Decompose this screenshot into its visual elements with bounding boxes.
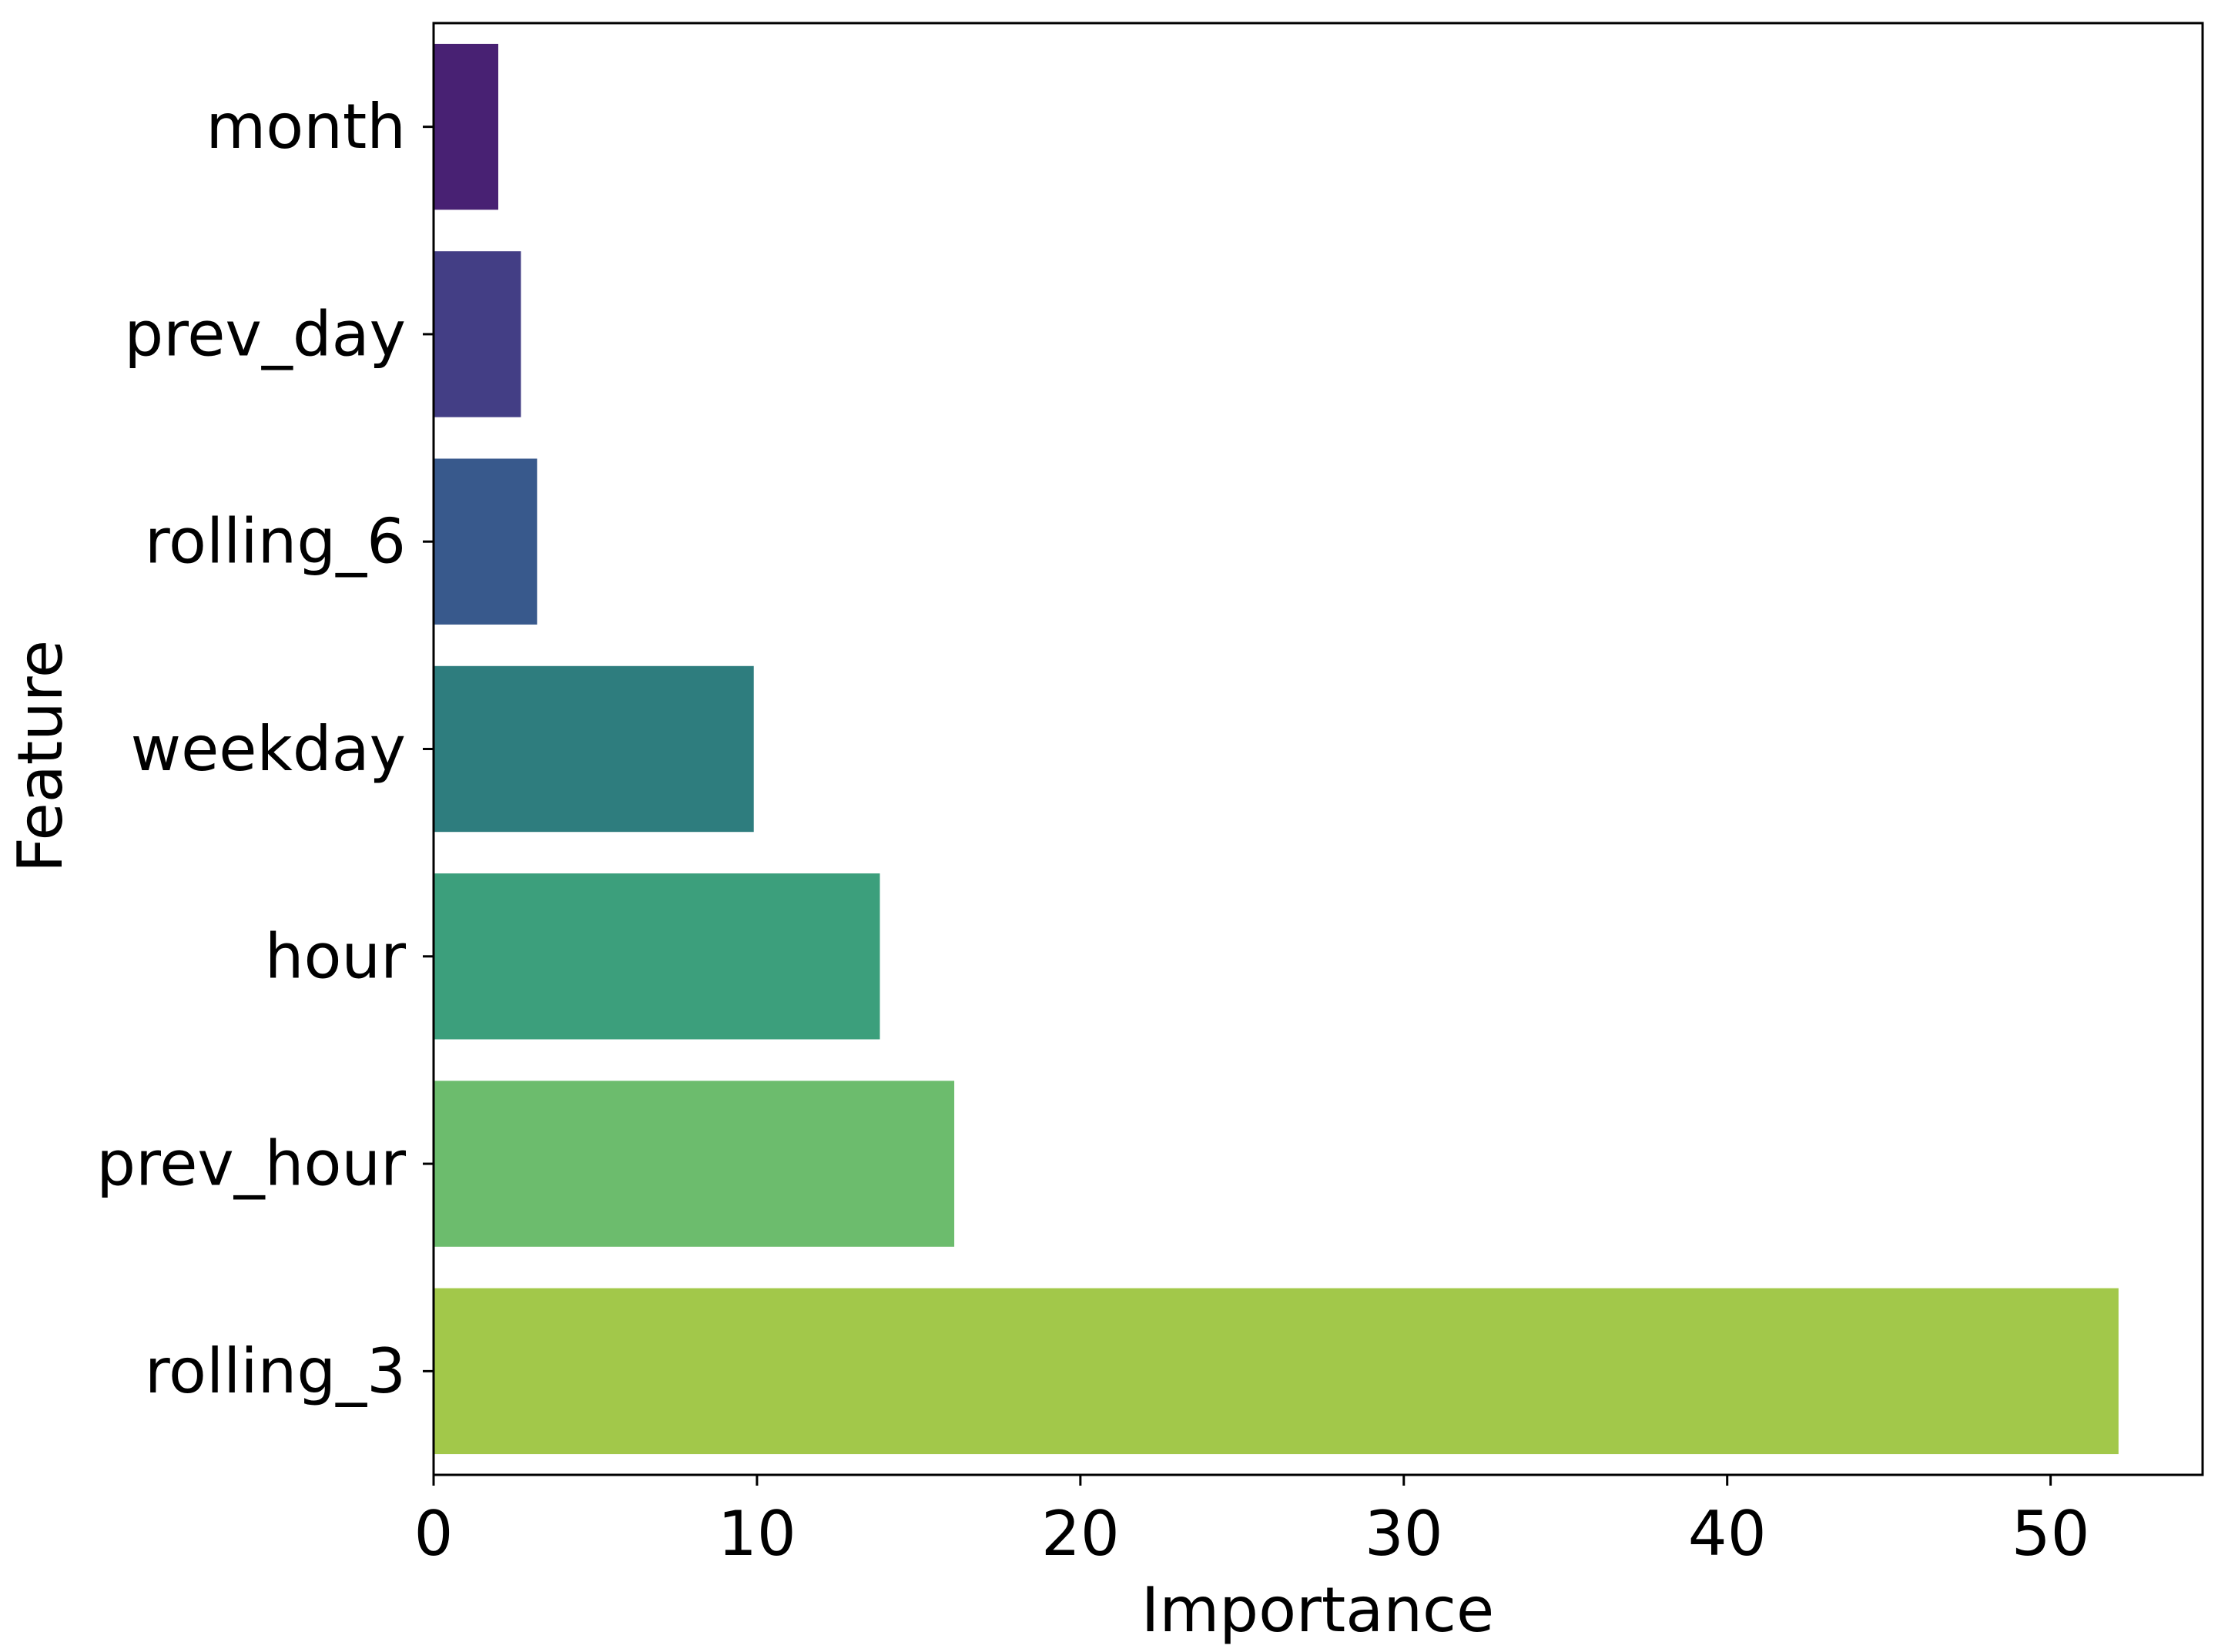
- bar-series: [434, 43, 2119, 1455]
- y-tick-label: weekday: [131, 713, 406, 785]
- y-tick-label: month: [206, 91, 406, 163]
- x-axis-ticks: 0 10 20 30 40 50: [414, 1475, 2090, 1570]
- x-tick-label: 0: [414, 1498, 454, 1570]
- bar-hour: [434, 873, 880, 1040]
- bar-rolling-3: [434, 1288, 2119, 1455]
- x-axis-title: Importance: [1141, 1574, 1494, 1646]
- x-tick-label: 50: [2012, 1498, 2090, 1570]
- x-tick-label: 30: [1365, 1498, 1443, 1570]
- y-axis-title: Feature: [5, 640, 76, 873]
- x-tick-label: 20: [1041, 1498, 1120, 1570]
- x-tick-label: 40: [1688, 1498, 1767, 1570]
- x-tick-label: 10: [718, 1498, 796, 1570]
- y-tick-label: rolling_6: [145, 506, 406, 578]
- y-tick-label: prev_hour: [96, 1128, 406, 1200]
- bar-weekday: [434, 665, 754, 833]
- bar-prev-day: [434, 251, 521, 417]
- y-tick-label: hour: [265, 920, 406, 992]
- y-tick-label: prev_day: [124, 298, 406, 370]
- bar-rolling-6: [434, 458, 538, 625]
- y-tick-label: rolling_3: [145, 1335, 406, 1407]
- plot-frame: [432, 22, 2204, 1476]
- bar-prev-hour: [434, 1081, 955, 1247]
- bar-month: [434, 43, 498, 210]
